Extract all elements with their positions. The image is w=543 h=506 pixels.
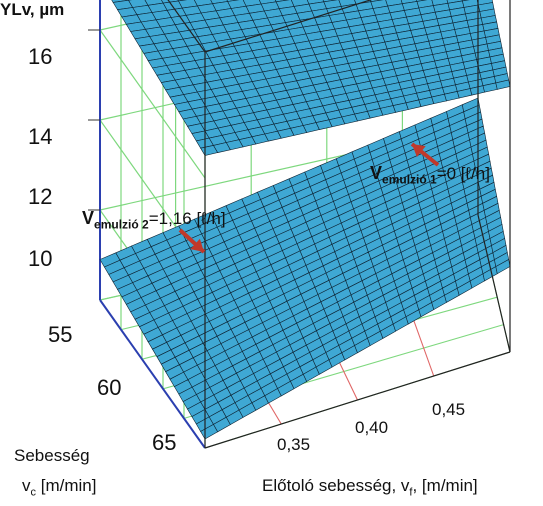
- z-tick-label: 10: [28, 246, 52, 272]
- y-tick-label: 55: [48, 322, 72, 348]
- z-tick-label: 16: [28, 44, 52, 70]
- z-axis-label: YLv, µm: [0, 0, 64, 20]
- x-tick-label: 0,45: [432, 400, 465, 420]
- y-tick-label: 65: [152, 430, 176, 456]
- y-tick-label: 60: [97, 375, 121, 401]
- x-axis-label: Előtoló sebesség, vf, [m/min]: [262, 476, 478, 498]
- x-tick-label: 0,35: [277, 435, 310, 455]
- series-annotation-emulzio-2: Vemulzió 2=1,16 [ℓ/h]: [82, 208, 226, 231]
- z-tick-label: 12: [28, 184, 52, 210]
- x-tick-label: 0,40: [355, 418, 388, 438]
- y-axis-label-unit: vc [m/min]: [22, 476, 96, 498]
- y-axis-label: Sebesség: [14, 446, 90, 466]
- series-annotation-emulzio-1: Vemulzió 1=0 [ℓ/h]: [370, 163, 490, 186]
- z-tick-label: 14: [28, 124, 52, 150]
